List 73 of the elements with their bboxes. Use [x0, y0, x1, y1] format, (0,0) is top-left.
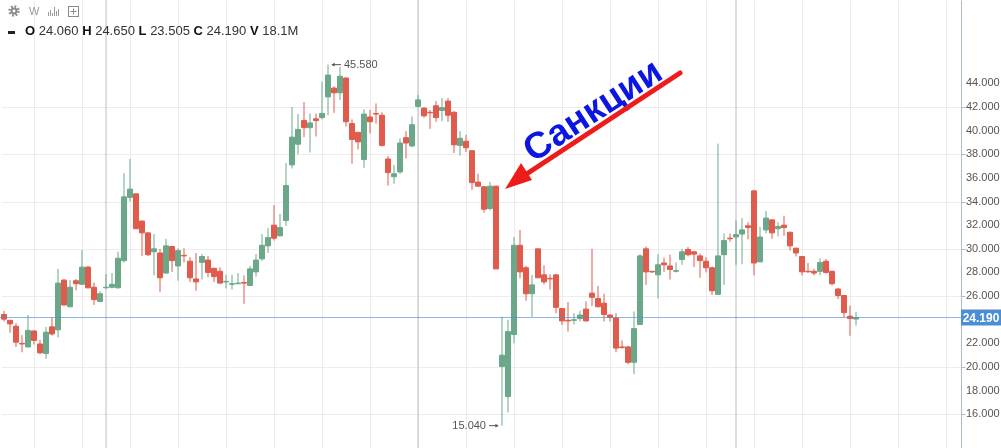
candlestick: [13, 322, 19, 348]
candlestick: [847, 305, 853, 337]
y-tick-label: 18.000: [966, 383, 1000, 396]
candlestick: [223, 274, 229, 289]
candlestick: [571, 312, 577, 325]
candlestick: [79, 249, 85, 286]
y-tick-label: 44.000: [966, 76, 1000, 89]
y-tick-label: 38.000: [966, 147, 1000, 160]
candlestick: [181, 247, 187, 263]
candlestick: [193, 252, 199, 292]
annotation: 45.580: [344, 57, 378, 70]
candlestick: [697, 253, 703, 279]
candlestick: [187, 256, 193, 283]
candlestick: [667, 254, 673, 281]
candlestick: [175, 247, 181, 282]
candlestick: [151, 233, 157, 276]
candlestick: [439, 97, 445, 122]
candlestick: [409, 115, 415, 148]
candlestick: [457, 130, 463, 156]
y-tick-label: 16.000: [966, 407, 1000, 420]
candlestick: [307, 112, 313, 153]
annotation: 15.040: [452, 418, 486, 431]
candlestick: [301, 101, 307, 138]
chart-title: W: [29, 4, 40, 18]
candlestick: [385, 155, 391, 187]
candlestick: [199, 253, 205, 281]
candlestick: [1, 310, 7, 323]
y-tick-label: 34.000: [966, 194, 1000, 207]
candlestick: [487, 181, 493, 211]
candlestick: [319, 81, 325, 120]
y-tick-label: 42.000: [966, 99, 1000, 112]
candlestick: [853, 311, 859, 327]
y-tick-label: 26.000: [966, 289, 1000, 302]
candlestick: [19, 334, 25, 353]
candlestick: [655, 253, 661, 299]
candlestick: [763, 210, 769, 234]
candlestick: [589, 248, 595, 307]
candlestick: [769, 218, 775, 240]
candlestick: [781, 215, 787, 237]
candlestick: [577, 310, 583, 323]
y-tick-label: 22.000: [966, 336, 1000, 349]
candlestick: [331, 85, 337, 114]
candlestick: [169, 245, 175, 273]
candlestick: [721, 232, 727, 286]
candlestick: [25, 314, 31, 349]
candlestick: [661, 257, 667, 273]
ref-line-label: 24.190: [962, 310, 1000, 325]
candlestick: [241, 274, 247, 305]
candlestick: [325, 64, 331, 116]
candlestick: [775, 221, 781, 237]
y-tick-label: 32.000: [966, 218, 1000, 231]
y-tick-label: 28.000: [966, 265, 1000, 278]
candlestick: [583, 300, 589, 323]
candlestick: [529, 274, 535, 318]
y-tick-label: 20.000: [966, 360, 1000, 373]
candlestick: [463, 134, 469, 153]
candlestick: [373, 102, 379, 125]
candlestick: [403, 130, 409, 159]
candlestick: [49, 316, 55, 337]
y-tick-label: 36.000: [966, 170, 1000, 183]
candlestick: [367, 109, 373, 135]
candlestick: [43, 326, 49, 360]
candlestick: [7, 319, 13, 334]
candlestick: [673, 261, 679, 273]
text: O 24.060 H 24.650 L 23.505 C 24.190 V 18.1M: [25, 23, 299, 38]
candlestick: [313, 112, 319, 138]
candlestick: [73, 278, 79, 291]
candlestick: [391, 164, 397, 185]
y-tick-label: 40.000: [966, 123, 1000, 136]
candlestick: [271, 204, 277, 242]
y-tick-label: 30.000: [966, 241, 1000, 254]
candlestick: [67, 279, 73, 308]
candlestick: [337, 66, 343, 101]
